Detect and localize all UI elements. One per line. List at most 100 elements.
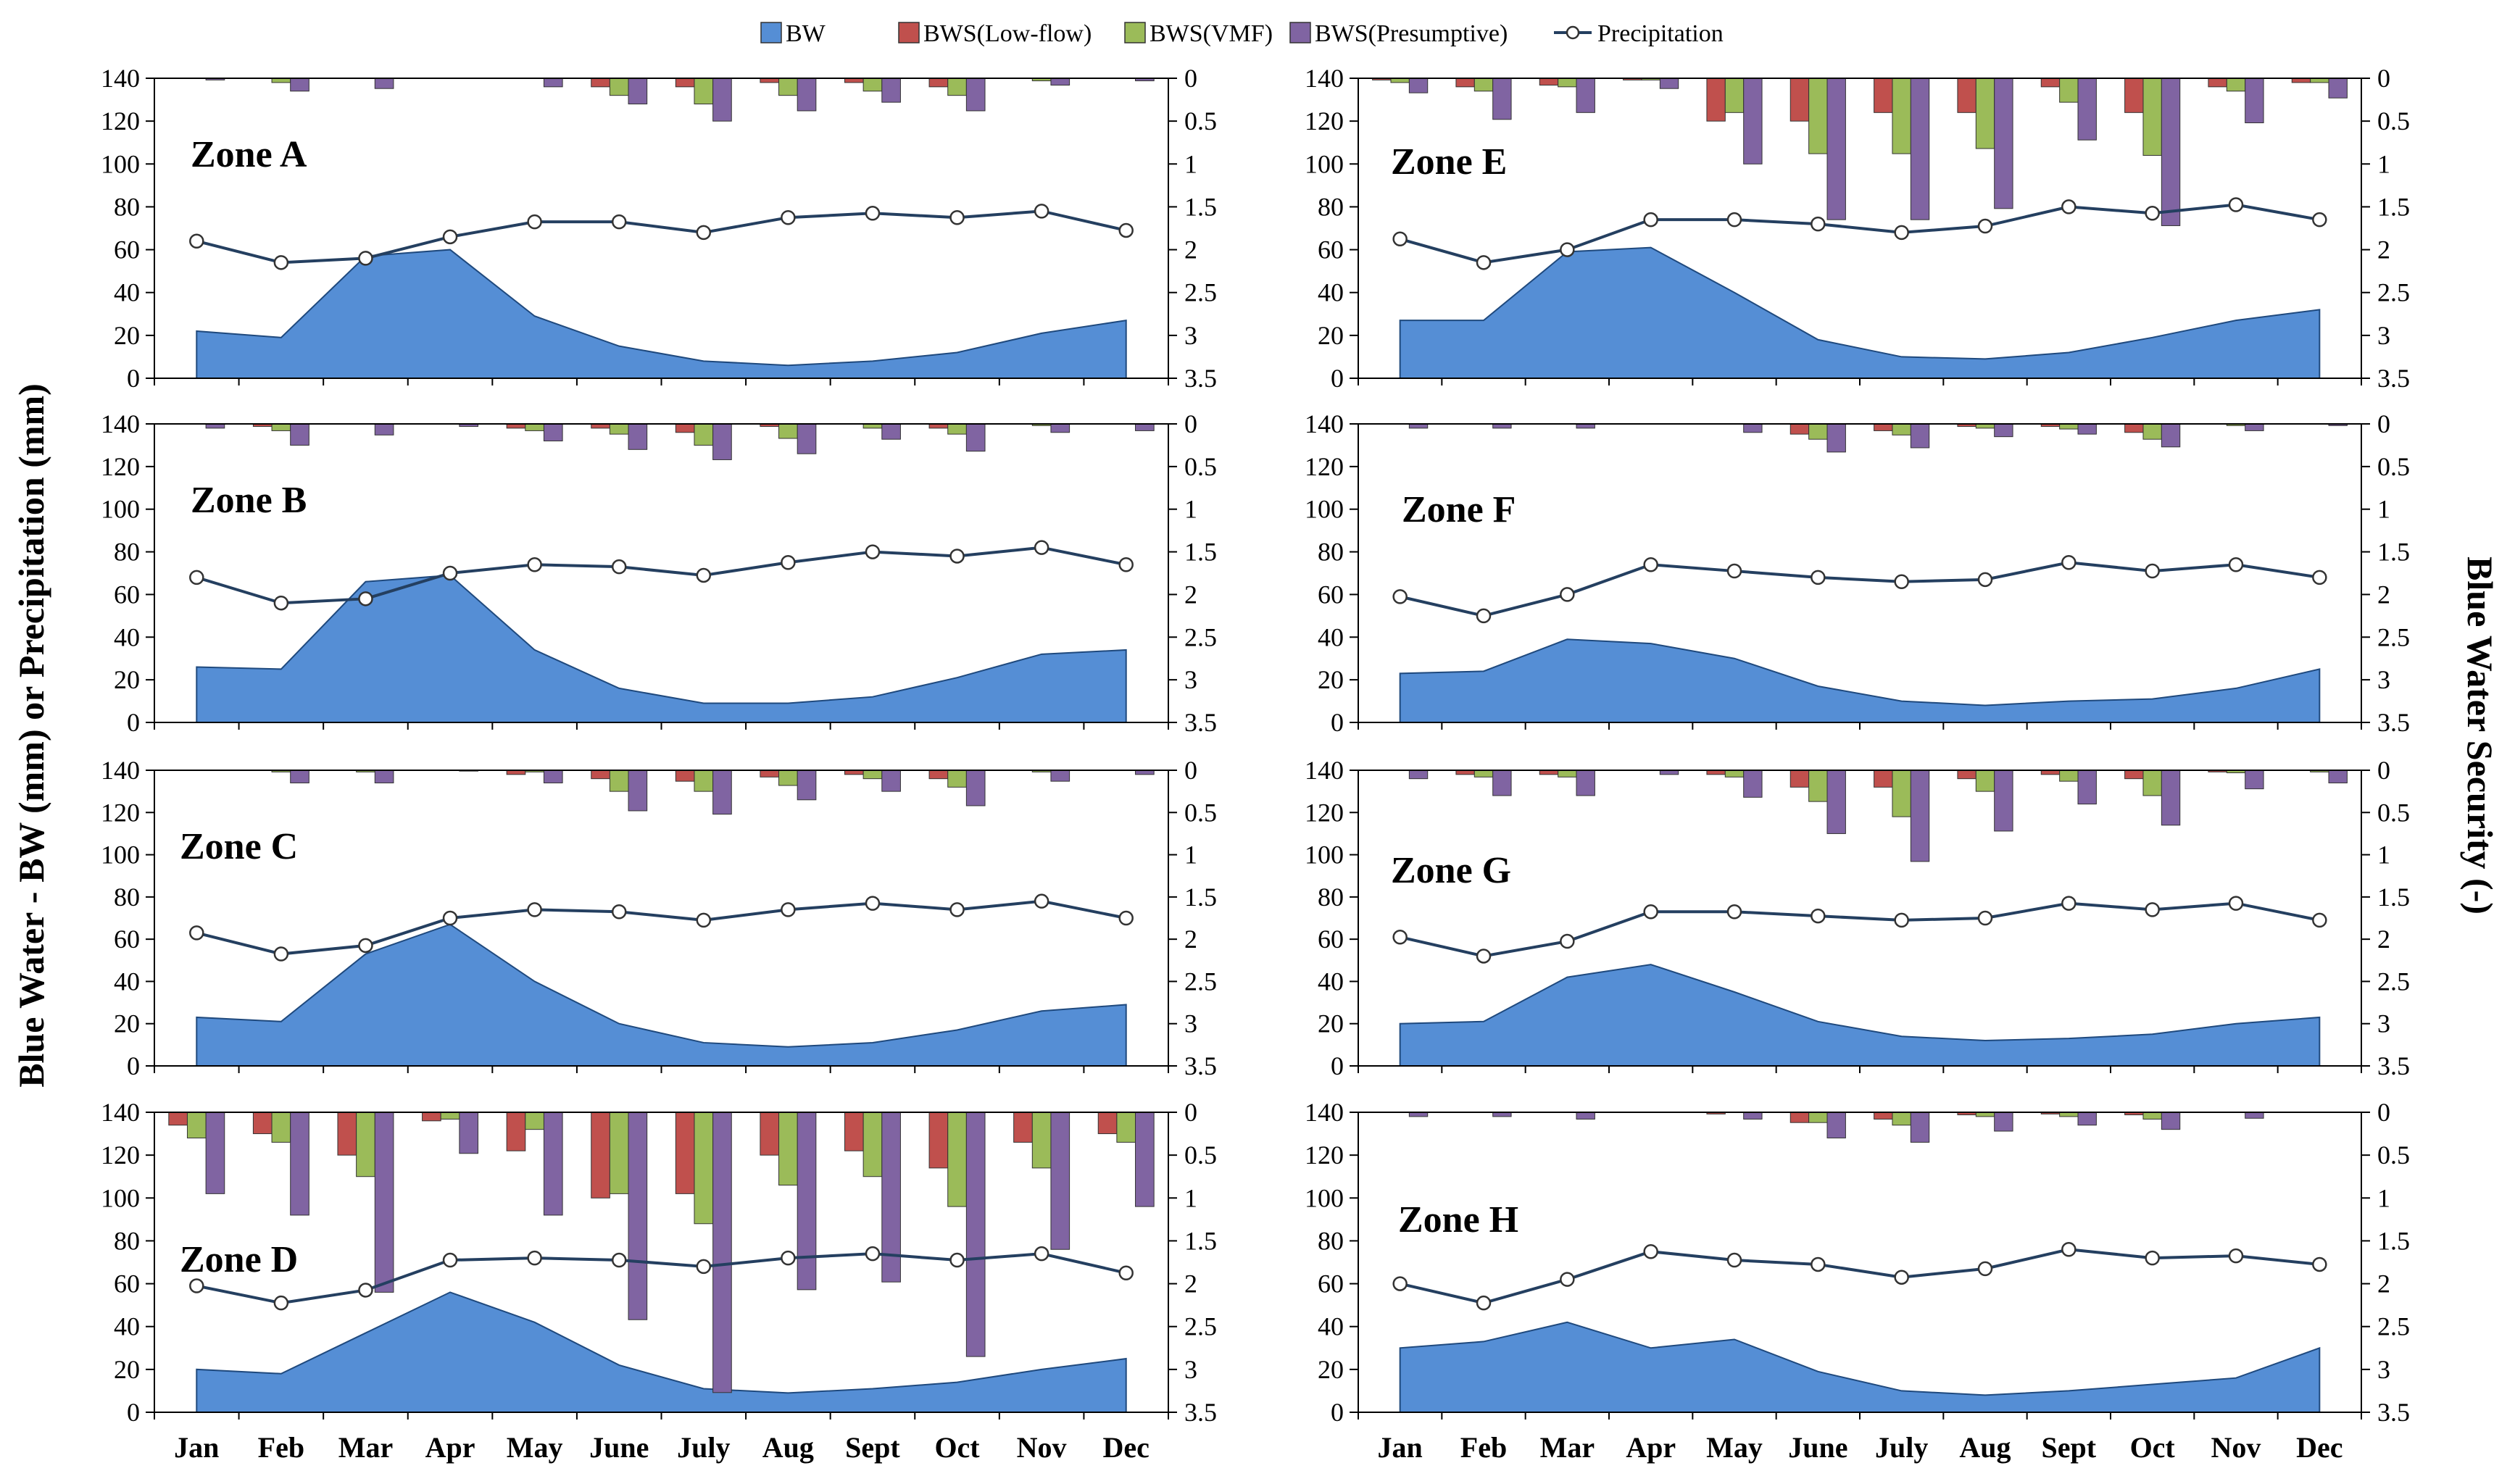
left-tick-label: 100 <box>1305 1183 1344 1212</box>
precipitation-point <box>696 567 712 583</box>
precipitation-point <box>2061 199 2077 214</box>
bws-presumptive-bar <box>290 423 309 446</box>
precipitation-point <box>1811 216 1826 232</box>
bws-presumptive-bar <box>2245 770 2264 790</box>
precipitation-point <box>1977 910 1993 926</box>
right-tick-label: 2.5 <box>1184 967 1217 996</box>
month-label: Apr <box>425 1431 475 1464</box>
right-tick-label: 1 <box>2377 1183 2390 1212</box>
precipitation-point <box>949 209 965 225</box>
bws-vmf-bar <box>1031 1112 1052 1169</box>
panel-zone-e: 0 20 40 60 80 100 120 140 0 0.5 1 1.5 2 2.5 3 3.5 Zone E <box>1305 64 2410 393</box>
precipitation-point <box>2312 1256 2327 1272</box>
bws-vmf-bar <box>1558 78 1577 88</box>
bws-low-flow-bar <box>844 1112 864 1151</box>
left-tick-label: 140 <box>101 1098 140 1127</box>
bws-vmf-bar <box>2142 78 2162 156</box>
precipitation-point <box>781 902 796 917</box>
bws-low-flow-bar <box>675 1112 695 1194</box>
left-tick-label: 0 <box>1331 708 1344 737</box>
precipitation-point <box>611 904 627 920</box>
bws-vmf-bar <box>609 770 629 792</box>
left-tick-label: 20 <box>1318 321 1344 350</box>
left-tick-label: 100 <box>101 1183 140 1212</box>
left-tick-label: 80 <box>114 192 140 221</box>
left-tick-label: 0 <box>127 1051 140 1080</box>
precipitation-point <box>2145 563 2160 579</box>
bws-presumptive-bar <box>290 78 309 92</box>
precipitation-point <box>2145 902 2160 917</box>
month-label: Jan <box>1378 1431 1423 1464</box>
bws-low-flow-bar <box>1455 78 1475 88</box>
bws-presumptive-bar <box>1576 78 1595 113</box>
month-label: Aug <box>1959 1431 2011 1464</box>
precipitation-point <box>1560 1272 1575 1287</box>
bws-presumptive-bar <box>459 1112 479 1154</box>
precipitation-line <box>1400 901 2320 958</box>
bws-presumptive-bar <box>881 423 901 440</box>
right-tick-label: 1 <box>1184 149 1197 178</box>
bws-low-flow-bar <box>2124 78 2144 113</box>
right-tick-label: 2.5 <box>2377 967 2410 996</box>
precipitation-point <box>1811 570 1826 585</box>
left-tick-label: 140 <box>101 409 140 438</box>
precipitation-point <box>865 896 881 911</box>
bws-vmf-bar <box>1975 78 1995 149</box>
bws-presumptive-bar <box>2245 78 2264 124</box>
bws-vmf-bar <box>2059 770 2079 782</box>
bws-presumptive-bar <box>2161 423 2181 448</box>
bws-presumptive-bar <box>290 770 309 783</box>
left-tick-label: 120 <box>101 107 140 136</box>
precipitation-point <box>781 209 796 225</box>
precipitation-point <box>1034 893 1049 909</box>
month-label: Dec <box>2296 1431 2343 1464</box>
month-label: Oct <box>934 1431 980 1464</box>
bws-presumptive-bar <box>1994 78 2013 209</box>
bws-low-flow-bar <box>928 770 949 780</box>
y-axis-label-right: Blue Water Security (-) <box>2460 556 2501 914</box>
panel-zone-c: 0 20 40 60 80 100 120 140 0 0.5 1 1.5 2 2.5 3 3.5 Zone C <box>101 756 1217 1080</box>
bws-presumptive-bar <box>2077 1112 2097 1126</box>
bws-vmf-bar <box>1808 423 1828 440</box>
bws-presumptive-bar <box>797 1112 817 1291</box>
right-tick-label: 0.5 <box>2377 798 2410 827</box>
precipitation-line <box>1400 561 2320 617</box>
bws-vmf-bar <box>2059 78 2079 103</box>
bws-presumptive-bar <box>1050 423 1071 433</box>
precipitation-point <box>442 1252 458 1268</box>
bws-presumptive-bar <box>2161 78 2181 226</box>
right-tick-label: 3 <box>2377 1009 2390 1038</box>
precipitation-point <box>1560 933 1575 949</box>
left-tick-label: 80 <box>1318 538 1344 567</box>
month-label: Feb <box>1460 1431 1507 1464</box>
precipitation-point <box>696 1259 712 1275</box>
right-tick-label: 3.5 <box>1184 1398 1217 1427</box>
left-tick-label: 100 <box>1305 841 1344 870</box>
precipitation-point <box>865 1246 881 1262</box>
bws-presumptive-bar <box>543 78 563 88</box>
right-tick-label: 2 <box>1184 235 1197 264</box>
month-label: Nov <box>1017 1431 1067 1464</box>
left-tick-label: 60 <box>1318 1270 1344 1298</box>
left-tick-label: 0 <box>127 708 140 737</box>
zone-label: Zone A <box>191 134 307 175</box>
precipitation-point <box>1811 908 1826 924</box>
precipitation-point <box>1392 929 1408 945</box>
precipitation-point <box>273 595 289 611</box>
bws-presumptive-bar <box>1576 770 1595 796</box>
bws-presumptive-bar <box>1743 423 1763 433</box>
left-tick-label: 0 <box>1331 364 1344 393</box>
bws-vmf-bar <box>1892 770 1911 817</box>
legend-swatch-1 <box>898 22 920 43</box>
left-tick-label: 120 <box>101 452 140 481</box>
precipitation-point <box>1726 1252 1742 1268</box>
right-tick-label: 2.5 <box>2377 1312 2410 1341</box>
left-tick-label: 80 <box>114 883 140 912</box>
left-tick-label: 40 <box>114 622 140 651</box>
bws-low-flow-bar <box>928 1112 949 1169</box>
bws-presumptive-bar <box>1492 770 1512 796</box>
bws-vmf-bar <box>1473 78 1494 92</box>
right-tick-label: 2.5 <box>2377 278 2410 307</box>
